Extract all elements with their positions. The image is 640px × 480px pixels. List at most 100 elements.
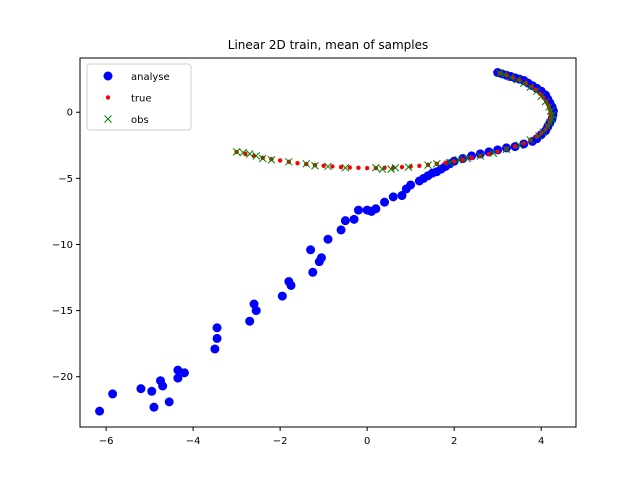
analyse-point [353, 205, 363, 215]
plot-marks [95, 68, 558, 416]
obs-point [537, 92, 546, 101]
obs-point [526, 136, 535, 144]
true-point [399, 164, 405, 170]
x-tick-label: 0 [364, 436, 370, 447]
analyse-point [308, 267, 318, 277]
series-obs [232, 69, 556, 173]
legend-label-true: true [131, 94, 152, 105]
x-tick-label: −4 [186, 436, 201, 447]
y-tick-label: −20 [52, 372, 73, 383]
true-point [486, 151, 492, 157]
obs-point [515, 141, 524, 150]
analyse-point [314, 257, 324, 267]
obs-point [546, 107, 555, 115]
analyse-point [95, 406, 105, 416]
true-point [521, 141, 526, 146]
analyse-point [136, 384, 146, 394]
analyse-point [323, 234, 333, 244]
obs-point [445, 158, 454, 167]
legend-marker-obs [104, 115, 112, 123]
obs-point [424, 161, 432, 169]
analyse-point [158, 381, 168, 391]
analyse-point [108, 389, 118, 399]
obs-point [532, 87, 541, 95]
true-point [544, 99, 549, 104]
analyse-point [173, 365, 183, 375]
obs-point [454, 155, 463, 164]
obs-point [404, 163, 413, 171]
true-point [338, 164, 344, 170]
obs-point [387, 165, 395, 173]
analyse-point [397, 191, 407, 201]
true-point [243, 151, 248, 157]
analyse-point [414, 176, 424, 186]
plot-frame [79, 57, 577, 428]
obs-point [378, 165, 387, 173]
y-tick-label: −15 [52, 306, 73, 317]
true-point [277, 158, 283, 163]
analyse-point [401, 184, 411, 194]
true-point [330, 164, 335, 169]
y-tick-label: −10 [52, 240, 73, 251]
obs-point [239, 148, 248, 157]
true-point [417, 163, 422, 168]
analyse-point [362, 205, 372, 215]
x-axis: −6 −4 −2 0 2 4 [99, 427, 544, 447]
obs-point [252, 152, 261, 160]
legend-label-obs: obs [131, 115, 149, 126]
x-tick-label: −6 [99, 436, 114, 447]
analyse-point [149, 402, 159, 412]
obs-point [489, 149, 498, 158]
legend-box [86, 63, 192, 131]
analyse-point [306, 245, 316, 255]
analyse-point [336, 225, 346, 235]
obs-point [311, 161, 319, 170]
obs-point [432, 159, 441, 168]
analyse-point [349, 214, 359, 224]
obs-point [476, 152, 485, 160]
true-point [443, 160, 448, 165]
true-point [512, 144, 518, 149]
true-point [295, 160, 300, 166]
analyse-point [212, 323, 222, 333]
legend-label-analyse: analyse [131, 72, 170, 83]
obs-point [391, 163, 400, 172]
obs-point [500, 70, 509, 79]
true-point [347, 165, 352, 170]
true-point [321, 163, 326, 168]
true-point [469, 155, 474, 161]
analyse-point [380, 197, 390, 207]
obs-point [546, 118, 554, 127]
analyse-point [210, 344, 220, 354]
legend: analyse true obs [86, 63, 192, 131]
y-tick-label: 0 [67, 108, 73, 119]
analyse-point [212, 333, 222, 343]
analyse-point [147, 386, 157, 396]
series-true [234, 71, 553, 171]
analyse-point [164, 397, 174, 407]
analyse-point [277, 291, 287, 301]
obs-point [543, 122, 552, 131]
x-tick-label: 4 [538, 436, 544, 447]
obs-point [372, 163, 380, 172]
obs-point [324, 162, 332, 171]
obs-point [463, 154, 472, 163]
obs-point [258, 154, 267, 163]
obs-point [502, 145, 511, 154]
y-axis: −20 −15 −10 −5 0 [52, 108, 80, 383]
obs-point [539, 128, 548, 136]
obs-point [245, 150, 254, 158]
obs-point [513, 75, 522, 84]
x-tick-label: −2 [273, 436, 288, 447]
true-point [364, 165, 370, 171]
analyse-point [286, 280, 296, 290]
obs-point [519, 79, 528, 87]
obs-point [496, 69, 504, 78]
obs-point [506, 73, 515, 82]
legend-marker-true [105, 95, 111, 100]
obs-point [526, 83, 535, 91]
true-point [460, 157, 466, 163]
obs-point [284, 157, 293, 166]
true-point [356, 165, 361, 170]
